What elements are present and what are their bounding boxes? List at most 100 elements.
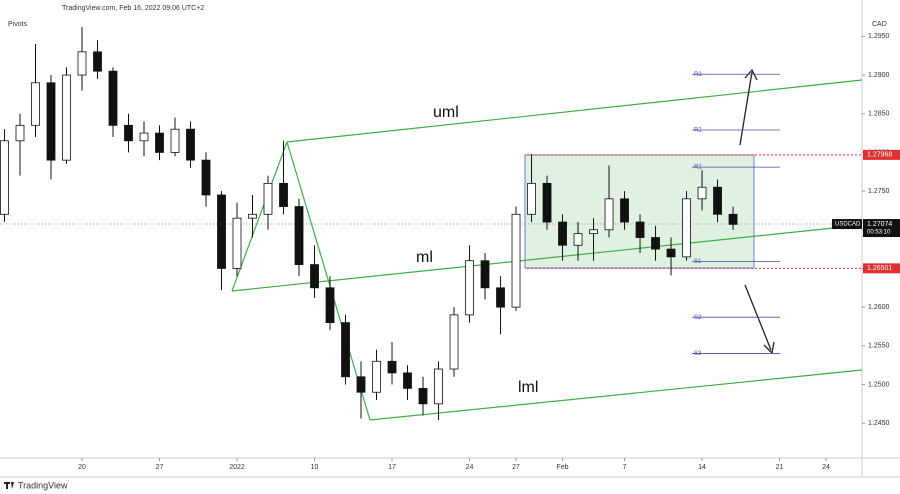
x-tick-label: 20 [78,464,86,471]
upper-median-line [286,79,863,143]
candle-body [728,213,738,225]
median-line [231,224,863,292]
pivot-label: S2 [694,315,702,321]
candle-body [62,74,71,161]
candle-body [651,237,660,250]
candle-body [496,287,505,308]
candle-body [604,198,614,231]
x-tick-label: 21 [776,464,784,471]
candle-body [418,387,428,405]
last-price-label: 1.27074 [867,221,892,228]
arrow-head [763,341,775,355]
arrow-head [744,68,758,81]
symbol-label: USDCAD [835,222,861,228]
candle-body [713,186,722,215]
candle-body [139,132,149,142]
candle-body [666,248,676,258]
candle-body [372,360,381,393]
x-tick-label: 24 [822,464,830,471]
level-tag [863,149,900,160]
candle-body [31,82,40,126]
candle-body [697,186,707,200]
header: TradingView.com, Feb 16, 2022 09:06 UTC+… [62,5,204,12]
indicator-label: Pivots [8,21,28,28]
y-tick-label: 1.2550 [868,343,890,350]
candle-body [124,124,133,142]
candle-body [263,182,273,215]
candle-body [217,194,226,269]
candle-body [77,51,87,76]
candle-body [511,213,521,308]
candle-body [201,159,211,196]
candle-body [186,128,195,161]
candle-body [232,217,242,269]
x-tick-label: 7 [623,464,627,471]
candle-body [310,264,319,289]
currency: CAD [872,21,887,28]
candle-body [542,182,552,223]
level-label: 1.27968 [867,152,892,159]
candle-body [46,82,56,161]
level-tag [863,263,900,274]
candle-body [573,233,583,246]
candle-body [449,314,459,370]
candle-body [465,260,474,316]
x-tick-label: 27 [512,464,520,471]
y-tick-label: 1.2500 [868,381,890,388]
x-tick-label: 27 [156,464,164,471]
candle-body [356,376,366,393]
brand-logo [4,482,14,489]
candle-body [527,182,536,215]
candle-body [341,322,350,378]
candle-body [682,198,691,258]
x-tick-label: 10 [311,464,319,471]
plot: R3 R2 R1 S1 S2 S3 [0,27,862,421]
symbol-tag [832,219,862,230]
annotation: ml [416,249,433,266]
candle-body [558,221,567,246]
y-tick-label: 1.2950 [868,33,890,40]
candle-body [635,221,645,238]
pivot-label: R2 [694,128,702,134]
candle-body [248,213,257,219]
countdown: 00:53:10 [867,230,891,236]
candle-body [279,182,288,207]
candle-body [155,132,164,153]
y-tick-label: 1.2750 [868,188,890,195]
annotation: uml [433,104,459,121]
candle-body [480,260,490,289]
brand: TradingView [18,480,68,490]
candle-body [93,51,102,72]
candle-body [294,206,304,265]
price-tag [863,219,900,238]
candle-body [15,124,25,142]
x-tick-label: 14 [698,464,706,471]
y-tick-label: 1.2450 [868,420,890,427]
pitchfork [231,79,863,421]
candle-body [434,368,443,405]
candle-body [620,198,629,223]
arrow-up [739,71,753,146]
lower-median-line [369,369,863,421]
candle-body [403,372,412,389]
x-tick-label: 24 [466,464,474,471]
pivot-label: R3 [694,72,702,78]
candle-body [325,287,335,324]
x-tick-label: 17 [388,464,396,471]
annotation: lml [518,379,538,396]
y-tick-label: 1.2600 [868,304,890,311]
x-tick-label: 2022 [229,464,245,471]
pivot-label: S1 [694,259,702,265]
level-label: 1.26501 [867,265,892,272]
pivot-label: R1 [694,165,702,171]
candle-body [387,360,397,374]
candle-body [108,70,118,126]
x-tick-label: Feb [556,464,568,471]
y-tick-label: 1.2900 [868,72,890,79]
candle-body [170,128,180,153]
candle-body [589,229,598,235]
candle-body [0,140,9,215]
pitchfork-handle [286,141,371,421]
pivot-label: S3 [694,351,702,357]
